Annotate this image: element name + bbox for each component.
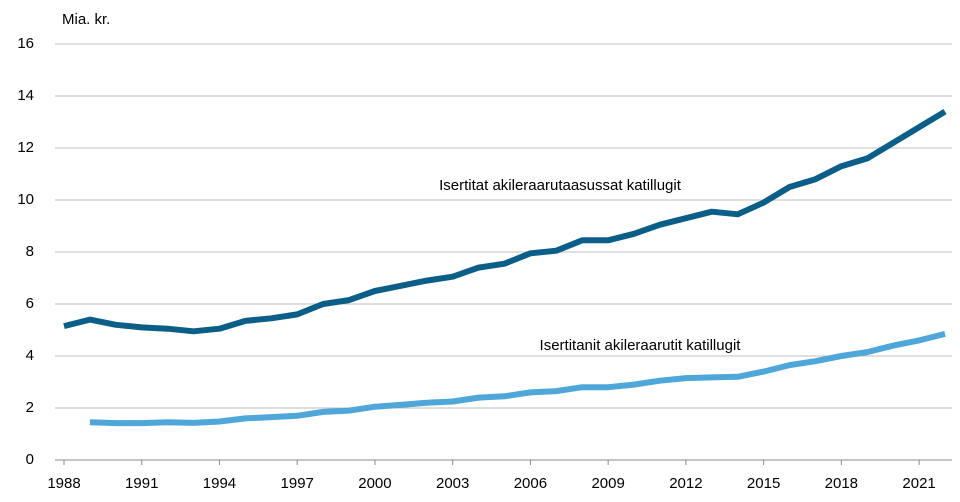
x-tick-label: 2021 <box>902 475 935 492</box>
y-tick-label: 12 <box>17 139 34 156</box>
x-tick-label: 2003 <box>436 475 469 492</box>
y-tick-label: 4 <box>26 347 34 364</box>
series-label: Isertitat akileraarutaasussat katillugit <box>439 177 682 194</box>
y-tick-label: 14 <box>17 87 34 104</box>
x-tick-label: 2015 <box>747 475 780 492</box>
series-line <box>63 109 947 335</box>
x-tick-label: 2018 <box>825 475 858 492</box>
x-tick-label: 1994 <box>203 475 236 492</box>
y-tick-label: 6 <box>26 295 34 312</box>
x-tick-label: 2006 <box>514 475 547 492</box>
series-line <box>89 330 946 427</box>
y-tick-label: 2 <box>26 399 34 416</box>
y-tick-label: 0 <box>26 451 34 468</box>
y-tick-label: 10 <box>17 191 34 208</box>
x-tick-label: 2009 <box>591 475 624 492</box>
x-tick-label: 1997 <box>281 475 314 492</box>
series-label: Isertitanit akileraarutit katillugit <box>540 337 742 354</box>
x-tick-label: 1991 <box>125 475 158 492</box>
y-tick-label: 8 <box>26 243 34 260</box>
x-tick-label: 1988 <box>47 475 80 492</box>
x-tick-label: 2012 <box>669 475 702 492</box>
y-axis-label: Mia. kr. <box>62 11 110 28</box>
x-tick-label: 2000 <box>358 475 391 492</box>
y-tick-label: 16 <box>17 35 34 52</box>
